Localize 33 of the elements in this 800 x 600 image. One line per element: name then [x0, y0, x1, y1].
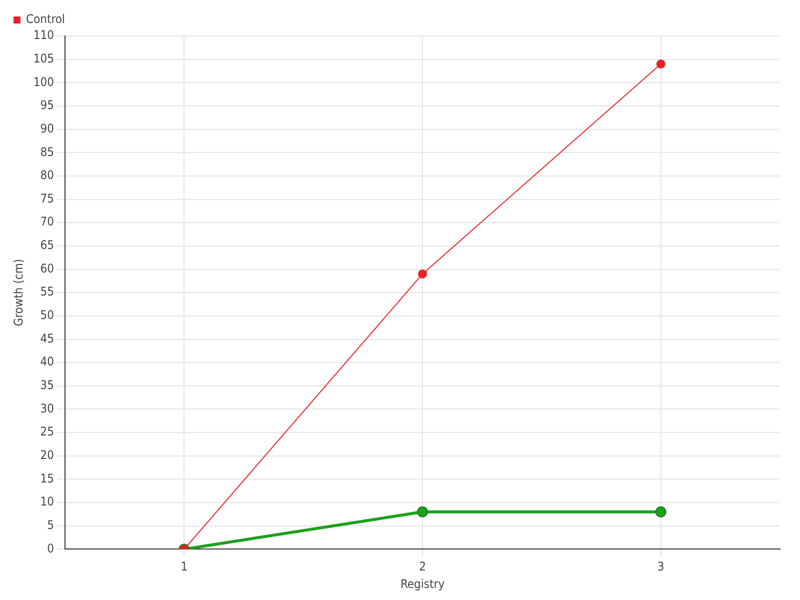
point — [418, 269, 427, 278]
y-tick-label: 35 — [40, 378, 54, 392]
x-tick-label: 1 — [180, 560, 188, 574]
y-axis-title: Growth (cm) — [11, 258, 26, 326]
y-tick-label: 85 — [40, 144, 54, 159]
y-tick-label: 75 — [40, 191, 54, 206]
y-tick-label: 65 — [40, 238, 54, 252]
y-tick-label: 100 — [33, 74, 54, 89]
point — [655, 506, 666, 518]
y-tick-label: 45 — [40, 331, 54, 346]
y-tick-label: 15 — [40, 471, 54, 486]
y-tick-label: 30 — [40, 401, 54, 416]
y-tick-label: 60 — [40, 261, 54, 276]
y-tick-label: 70 — [40, 214, 54, 229]
y-tick-label: 50 — [40, 308, 54, 322]
y-tick-label: 90 — [40, 121, 54, 136]
y-tick-label: 0 — [47, 541, 54, 556]
y-tick-label: 55 — [40, 284, 54, 299]
x-tick-label: 3 — [657, 560, 664, 574]
x-axis-title: Registry — [400, 576, 446, 591]
y-tick-label: 25 — [40, 424, 54, 439]
y-tick-label: 20 — [40, 448, 54, 462]
point — [656, 59, 666, 68]
y-tick-label: 110 — [33, 28, 54, 42]
point — [417, 506, 428, 518]
y-tick-label: 40 — [40, 354, 54, 369]
y-tick-label: 95 — [40, 98, 54, 112]
x-tick-label: 2 — [419, 560, 426, 574]
y-tick-label: 10 — [40, 494, 54, 509]
y-tick-label: 80 — [40, 168, 54, 182]
y-tick-label: 105 — [33, 51, 54, 66]
y-tick-label: 5 — [47, 518, 54, 532]
legend-label: Control — [26, 12, 65, 26]
